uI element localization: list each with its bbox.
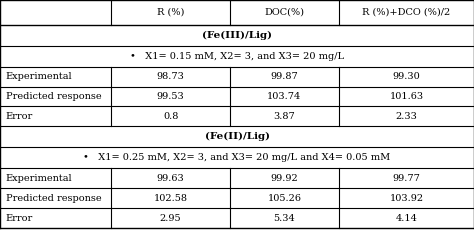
Text: •   X1= 0.15 mM, X2= 3, and X3= 20 mg/L: • X1= 0.15 mM, X2= 3, and X3= 20 mg/L bbox=[130, 52, 344, 61]
Text: 5.34: 5.34 bbox=[273, 214, 295, 223]
Text: DOC(%): DOC(%) bbox=[264, 8, 304, 17]
Text: 103.92: 103.92 bbox=[390, 194, 423, 203]
Text: 99.30: 99.30 bbox=[392, 72, 420, 81]
Text: 2.95: 2.95 bbox=[160, 214, 182, 223]
Text: 0.8: 0.8 bbox=[163, 112, 178, 121]
Text: R (%): R (%) bbox=[157, 8, 184, 17]
Text: (Fe(II)/Lig): (Fe(II)/Lig) bbox=[204, 132, 270, 141]
Text: Error: Error bbox=[6, 214, 33, 223]
Text: 99.87: 99.87 bbox=[271, 72, 298, 81]
Text: 103.74: 103.74 bbox=[267, 92, 301, 101]
Text: R (%)+DCO (%)/2: R (%)+DCO (%)/2 bbox=[362, 8, 451, 17]
Text: Experimental: Experimental bbox=[6, 72, 73, 81]
Text: 2.33: 2.33 bbox=[395, 112, 418, 121]
Text: (Fe(III)/Lig): (Fe(III)/Lig) bbox=[202, 31, 272, 40]
Text: 105.26: 105.26 bbox=[267, 194, 301, 203]
Text: 101.63: 101.63 bbox=[390, 92, 423, 101]
Text: 99.77: 99.77 bbox=[392, 174, 420, 183]
Text: 99.53: 99.53 bbox=[157, 92, 184, 101]
Text: 99.92: 99.92 bbox=[271, 174, 298, 183]
Text: Predicted response: Predicted response bbox=[6, 194, 101, 203]
Text: 98.73: 98.73 bbox=[157, 72, 184, 81]
Text: Experimental: Experimental bbox=[6, 174, 73, 183]
Text: 102.58: 102.58 bbox=[154, 194, 188, 203]
Text: 4.14: 4.14 bbox=[395, 214, 418, 223]
Text: Predicted response: Predicted response bbox=[6, 92, 101, 101]
Text: •   X1= 0.25 mM, X2= 3, and X3= 20 mg/L and X4= 0.05 mM: • X1= 0.25 mM, X2= 3, and X3= 20 mg/L an… bbox=[83, 154, 391, 162]
Text: 99.63: 99.63 bbox=[157, 174, 184, 183]
Text: Error: Error bbox=[6, 112, 33, 121]
Text: 3.87: 3.87 bbox=[273, 112, 295, 121]
